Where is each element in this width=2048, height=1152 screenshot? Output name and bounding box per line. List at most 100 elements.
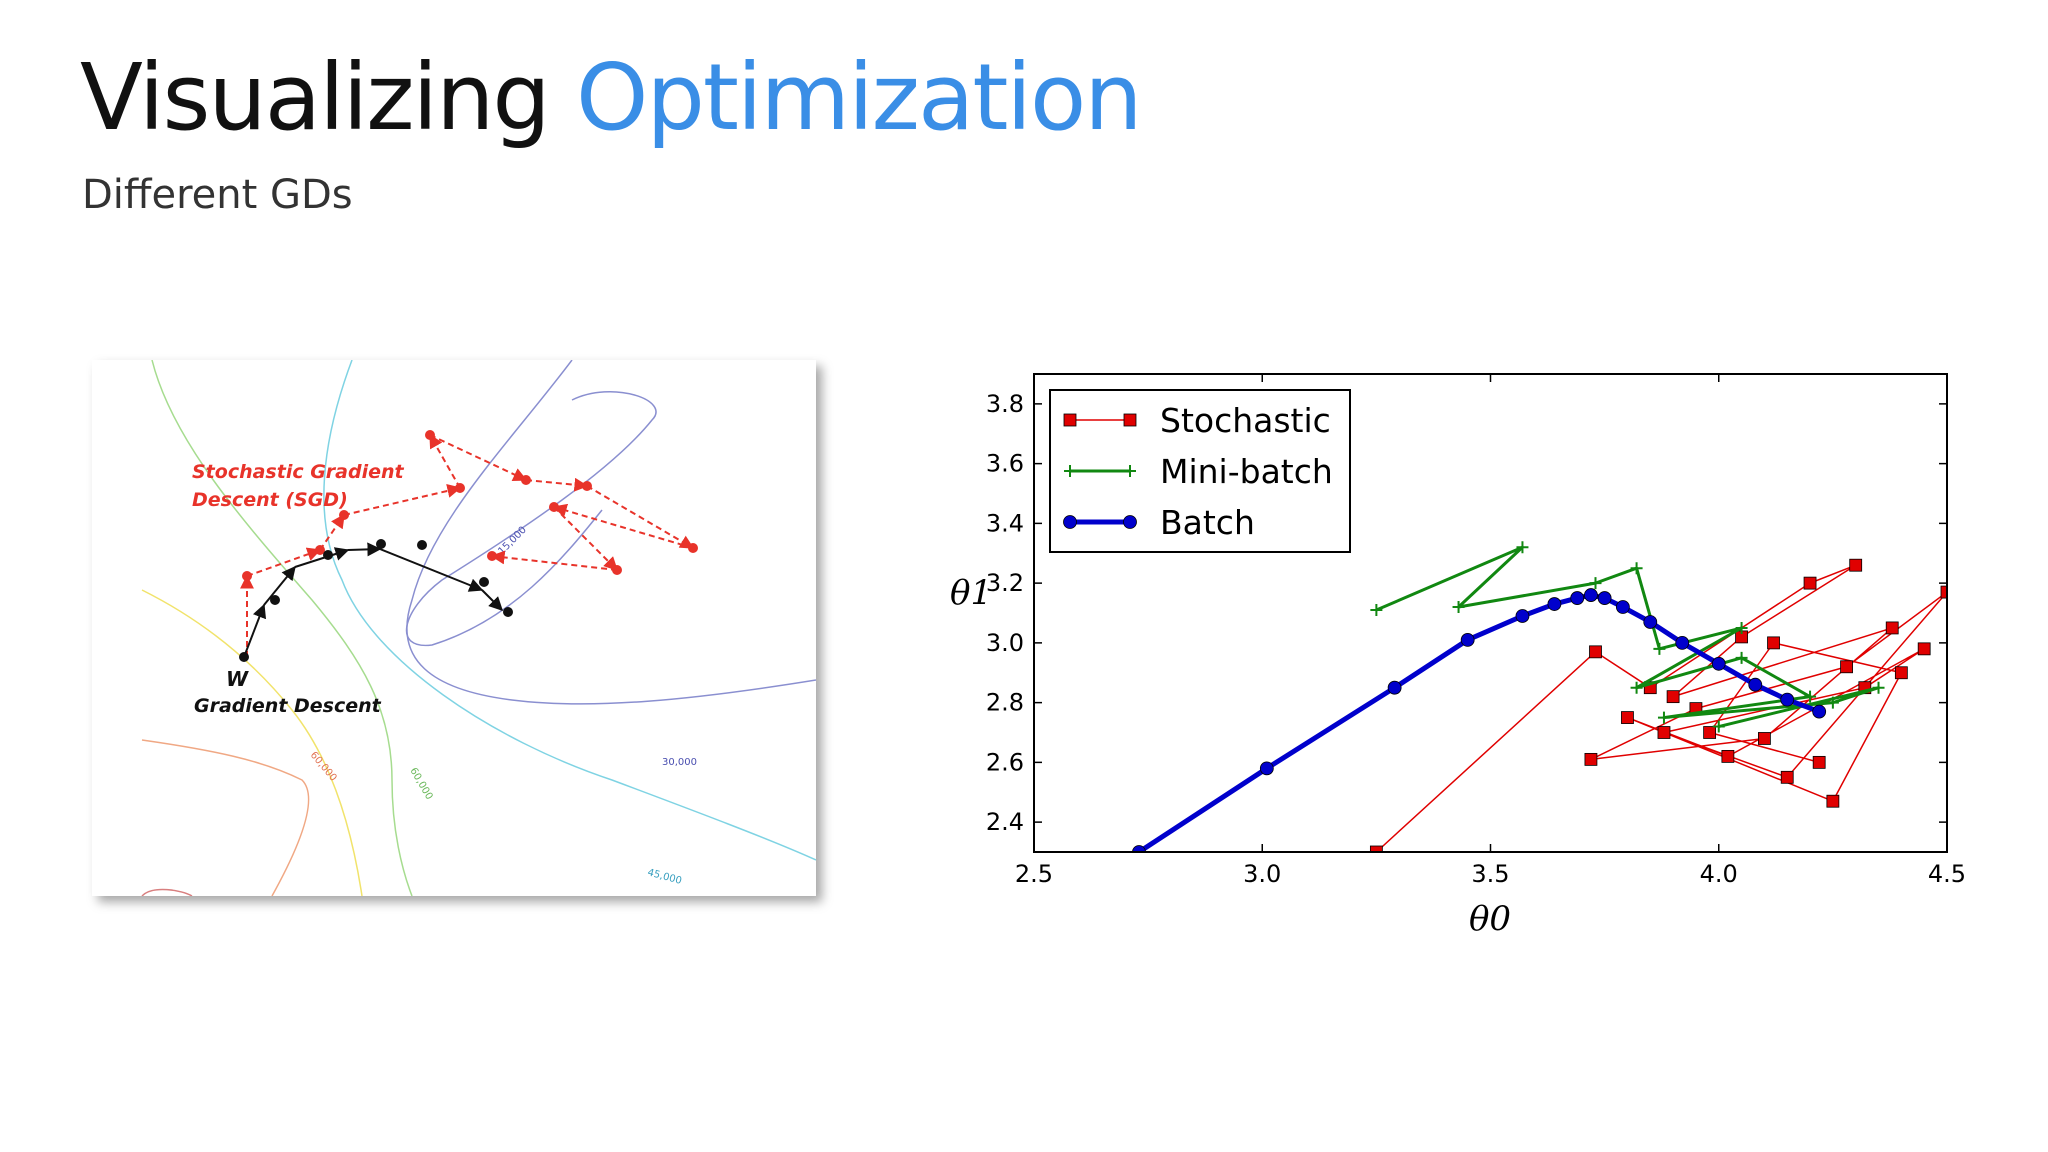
- gd-label: Gradient Descent: [194, 695, 382, 717]
- data-point: [1597, 591, 1612, 605]
- sgd-path: [240, 433, 695, 657]
- contour-label-60000-a: 60,000: [407, 766, 434, 802]
- y-tick-label: 3.6: [986, 450, 1024, 478]
- w-label: W: [226, 667, 249, 691]
- series-line: [1375, 564, 1947, 852]
- data-point: [1780, 692, 1795, 707]
- legend-entry-batch: Batch: [1160, 503, 1255, 542]
- data-point: [1666, 690, 1680, 704]
- contour-label-45000: 45,000: [646, 867, 683, 887]
- contour-line-orange: [141, 739, 310, 896]
- series-line: [1137, 592, 1821, 852]
- data-point: [1452, 601, 1465, 614]
- data-point: [1370, 604, 1383, 617]
- data-point: [1621, 711, 1634, 724]
- data-point: [1369, 845, 1383, 852]
- legend-swatch-batch: [1063, 515, 1137, 529]
- y-tick-label: 2.4: [986, 808, 1024, 836]
- data-point: [1584, 588, 1598, 602]
- data-point: [1675, 635, 1690, 650]
- data-point: [1735, 651, 1748, 664]
- contour-line-yellow: [141, 589, 363, 896]
- legend-swatch-marker: [1124, 465, 1136, 477]
- legend-swatch-stochastic: [1063, 413, 1137, 427]
- data-point: [1711, 656, 1726, 671]
- y-tick-label: 3.4: [986, 509, 1024, 537]
- data-point: [1712, 720, 1725, 733]
- y-axis-label: θ1: [950, 573, 992, 613]
- contour-line-45000: [323, 360, 816, 861]
- data-point: [1812, 755, 1826, 769]
- data-point: [1767, 636, 1780, 650]
- data-point: [1387, 680, 1402, 695]
- contour-line-60000: [151, 360, 413, 896]
- data-point: [1657, 726, 1671, 739]
- legend-swatch-marker: [1123, 515, 1137, 529]
- slide-title: Visualizing Optimization: [80, 52, 1143, 144]
- data-point: [1758, 732, 1771, 745]
- gd-illustration-svg: 15,000 30,000 45,000 60,000 60,000: [141, 360, 816, 896]
- data-point: [1460, 632, 1475, 647]
- title-part-visualizing: Visualizing: [80, 44, 551, 151]
- legend-entry-mini-batch: Mini-batch: [1160, 452, 1333, 491]
- x-tick-label: 4.5: [1928, 860, 1966, 888]
- convergence-chart: 2.5 3.0 3.5 4.0 4.5 2.4 2.6 2.8 3.0 3.2 3.4 3.6 3.8 …: [940, 360, 1980, 960]
- data-point: [1804, 690, 1817, 703]
- contour-line-red: [141, 888, 193, 896]
- data-point: [1748, 677, 1763, 692]
- data-point: [1735, 621, 1748, 634]
- data-point: [1940, 585, 1947, 599]
- legend-swatch-marker: [1063, 413, 1077, 427]
- y-tick-label: 3.2: [986, 569, 1024, 597]
- data-point: [1721, 749, 1735, 763]
- data-point: [1826, 794, 1840, 808]
- data-point: [1630, 562, 1643, 575]
- data-point: [1547, 597, 1562, 611]
- data-point: [1657, 711, 1670, 724]
- sgd-label-line1: Stochastic Gradient: [192, 461, 405, 483]
- data-point: [1630, 681, 1643, 694]
- data-point: [1132, 845, 1146, 852]
- gd-path: [243, 542, 503, 658]
- data-point: [1812, 704, 1827, 719]
- y-tick-label: 3.0: [986, 629, 1024, 657]
- x-tick-label: 4.0: [1700, 860, 1738, 888]
- legend-swatches: [1063, 413, 1137, 529]
- y-tick-label: 2.6: [986, 748, 1024, 776]
- series-line: [1375, 545, 1881, 728]
- data-point: [1570, 591, 1585, 605]
- data-point: [1826, 696, 1839, 709]
- data-point: [1872, 681, 1885, 694]
- data-point: [1653, 642, 1666, 655]
- sgd-points: [242, 430, 698, 581]
- data-point: [1840, 660, 1853, 674]
- data-point: [1259, 761, 1274, 776]
- data-point: [1643, 615, 1658, 629]
- legend-swatch-marker: [1063, 515, 1077, 529]
- gd-points: [239, 539, 513, 662]
- data-point: [1516, 541, 1529, 554]
- convergence-chart-svg: 2.5 3.0 3.5 4.0 4.52.42.62.83.03.23.43.63.8 …: [950, 373, 1966, 939]
- data-point: [1589, 645, 1602, 659]
- data-point: [1849, 558, 1863, 572]
- series-layer: [1132, 541, 1947, 852]
- x-tick-label: 3.0: [1243, 860, 1281, 888]
- data-point: [1515, 609, 1530, 623]
- x-axis-label: θ0: [1469, 899, 1511, 939]
- sgd-label-line2: Descent (SGD): [192, 489, 348, 511]
- ticks-layer: 2.5 3.0 3.5 4.0 4.5 2.4 2.6 2.8 3.0 3.2 3.4 3.6 3.8: [986, 374, 1966, 888]
- data-point: [1894, 666, 1908, 680]
- legend-swatch-mini-batch: [1064, 465, 1136, 477]
- data-point: [1589, 577, 1602, 590]
- data-point: [1885, 621, 1899, 635]
- gd-illustration-figure: 15,000 30,000 45,000 60,000 60,000: [92, 360, 816, 896]
- legend-entry-stochastic: Stochastic: [1160, 401, 1331, 440]
- data-point: [1917, 642, 1931, 656]
- series-mini-batch: [1370, 541, 1885, 733]
- legend-swatch-marker: [1123, 413, 1137, 427]
- y-tick-label: 2.8: [986, 689, 1024, 717]
- series-batch: [1132, 588, 1827, 852]
- legend-swatch-marker: [1064, 465, 1076, 477]
- legend: Stochastic Mini-batch Batch: [1049, 389, 1351, 553]
- y-tick-label: 3.8: [986, 390, 1024, 418]
